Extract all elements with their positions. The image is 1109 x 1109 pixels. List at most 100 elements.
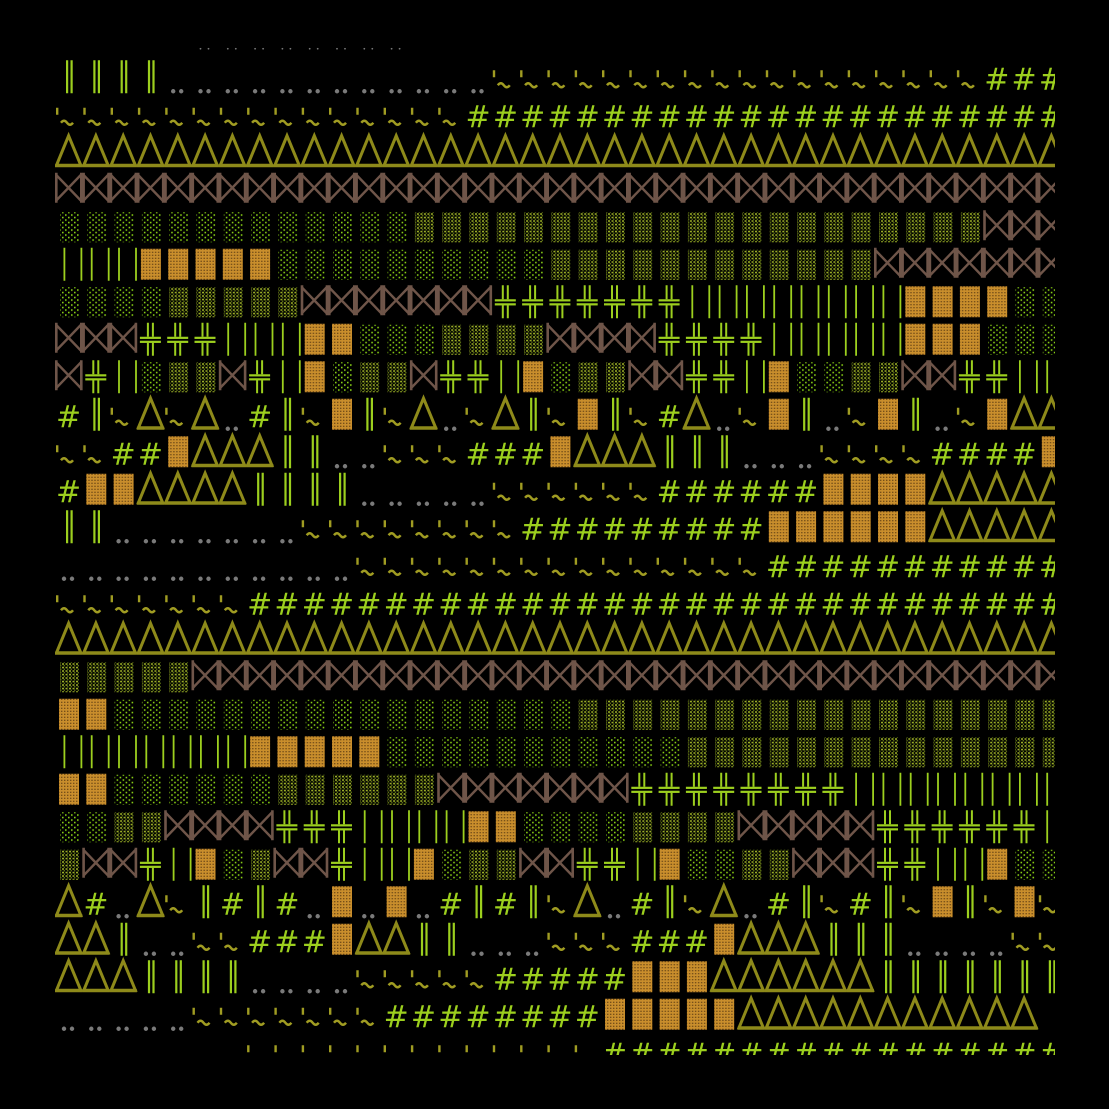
double-bar-glyph (339, 472, 346, 506)
light-shade-glyph (469, 249, 489, 280)
triangle-glyph (955, 994, 984, 1030)
light-shade-glyph (1042, 849, 1055, 880)
bowtie-glyph (409, 660, 438, 691)
dark-shade-glyph (495, 811, 516, 843)
medium-shade-glyph (442, 212, 462, 243)
bowtie-glyph (191, 810, 220, 841)
svg-text:#: # (274, 887, 299, 922)
dark-shade-glyph (250, 736, 271, 768)
triangle-glyph (900, 994, 930, 1030)
triangle-glyph (1037, 131, 1055, 168)
two-dot-glyph (307, 576, 320, 581)
tilde-glyph (847, 70, 866, 89)
two-dot-glyph (363, 47, 374, 50)
tilde-glyph (356, 970, 375, 989)
medium-shade-glyph (851, 737, 871, 768)
hash-glyph: # (438, 587, 463, 622)
svg-text:#: # (820, 550, 845, 585)
bar-glyph (281, 322, 301, 356)
tilde-glyph (247, 1045, 250, 1053)
bowtie-glyph (874, 247, 902, 278)
cross-glyph (877, 810, 898, 844)
svg-text:#: # (466, 100, 491, 135)
tilde-glyph (547, 895, 566, 914)
double-bar-glyph (885, 960, 892, 994)
bowtie-glyph (819, 172, 847, 203)
double-bar-glyph (202, 885, 210, 919)
tilde-glyph (656, 557, 675, 576)
tilde-glyph (274, 1007, 293, 1026)
triangle-glyph (136, 619, 165, 655)
tilde-glyph (492, 70, 511, 89)
triangle-glyph (900, 619, 930, 655)
bowtie-glyph (246, 172, 274, 203)
tilde-glyph (83, 595, 102, 614)
dark-shade-glyph (932, 323, 953, 355)
dark-shade-glyph (386, 886, 407, 918)
hash-glyph: # (820, 550, 845, 585)
light-shade-glyph (114, 774, 134, 805)
tilde-glyph (247, 107, 266, 126)
dark-shade-glyph (768, 511, 789, 543)
bowtie-glyph (55, 172, 83, 203)
cross-glyph (740, 772, 762, 806)
medium-shade-glyph (824, 212, 844, 243)
triangle-glyph (463, 619, 493, 655)
double-bar-glyph (366, 397, 373, 431)
dark-shade-glyph (332, 736, 352, 768)
triangle-glyph (818, 994, 848, 1030)
bowtie-glyph (573, 772, 602, 803)
triangle-glyph (299, 131, 329, 168)
tilde-glyph (629, 407, 648, 426)
glyph-row: # # # # # # # # # # # # # # # # # (247, 1037, 1055, 1072)
medium-shade-glyph (906, 212, 926, 243)
svg-text:#: # (739, 512, 764, 547)
tilde-glyph (83, 445, 102, 464)
light-shade-glyph (169, 212, 189, 243)
double-bar-glyph (857, 922, 865, 956)
tilde-glyph (520, 70, 539, 89)
triangle-glyph (572, 619, 602, 655)
triangle-glyph (245, 619, 275, 655)
triangle-glyph (818, 131, 848, 168)
two-dot-glyph (962, 951, 976, 956)
light-shade-glyph (414, 699, 434, 730)
triangle-glyph (709, 131, 739, 168)
dark-shade-glyph (823, 473, 844, 505)
svg-text:#: # (711, 1037, 736, 1072)
two-dot-glyph (935, 951, 948, 956)
tilde-glyph (301, 520, 320, 539)
svg-text:#: # (629, 887, 654, 922)
light-shade-glyph (469, 699, 489, 730)
light-shade-glyph (360, 699, 380, 730)
hash-glyph: # (493, 437, 518, 472)
triangle-glyph (572, 131, 602, 168)
bowtie-glyph (218, 172, 247, 203)
bar-glyph (691, 285, 711, 319)
bowtie-glyph (1037, 172, 1055, 203)
dark-shade-glyph (659, 848, 680, 880)
bar-glyph (118, 360, 137, 394)
bowtie-glyph (928, 360, 957, 391)
triangle-glyph (1037, 394, 1055, 430)
glyph-row: # # # # # # # # (55, 881, 1055, 922)
bowtie-glyph (355, 172, 383, 203)
medium-shade-glyph (633, 212, 653, 243)
bar-glyph (746, 285, 765, 319)
svg-text:#: # (1012, 550, 1037, 585)
triangle-glyph (682, 619, 711, 655)
cross-glyph (740, 322, 762, 356)
dark-shade-glyph (250, 248, 271, 280)
triangle-glyph (55, 956, 84, 993)
medium-shade-glyph (824, 699, 844, 730)
svg-text:#: # (711, 587, 736, 622)
hash-glyph: # (274, 587, 299, 622)
double-bar-glyph (966, 885, 974, 919)
bowtie-glyph (328, 660, 356, 691)
triangle-glyph (1009, 506, 1039, 543)
svg-text:#: # (247, 925, 272, 960)
dark-shade-glyph (86, 473, 107, 505)
medium-shade-glyph (715, 212, 735, 243)
hash-glyph: # (957, 550, 982, 585)
hash-glyph: # (602, 1037, 627, 1055)
